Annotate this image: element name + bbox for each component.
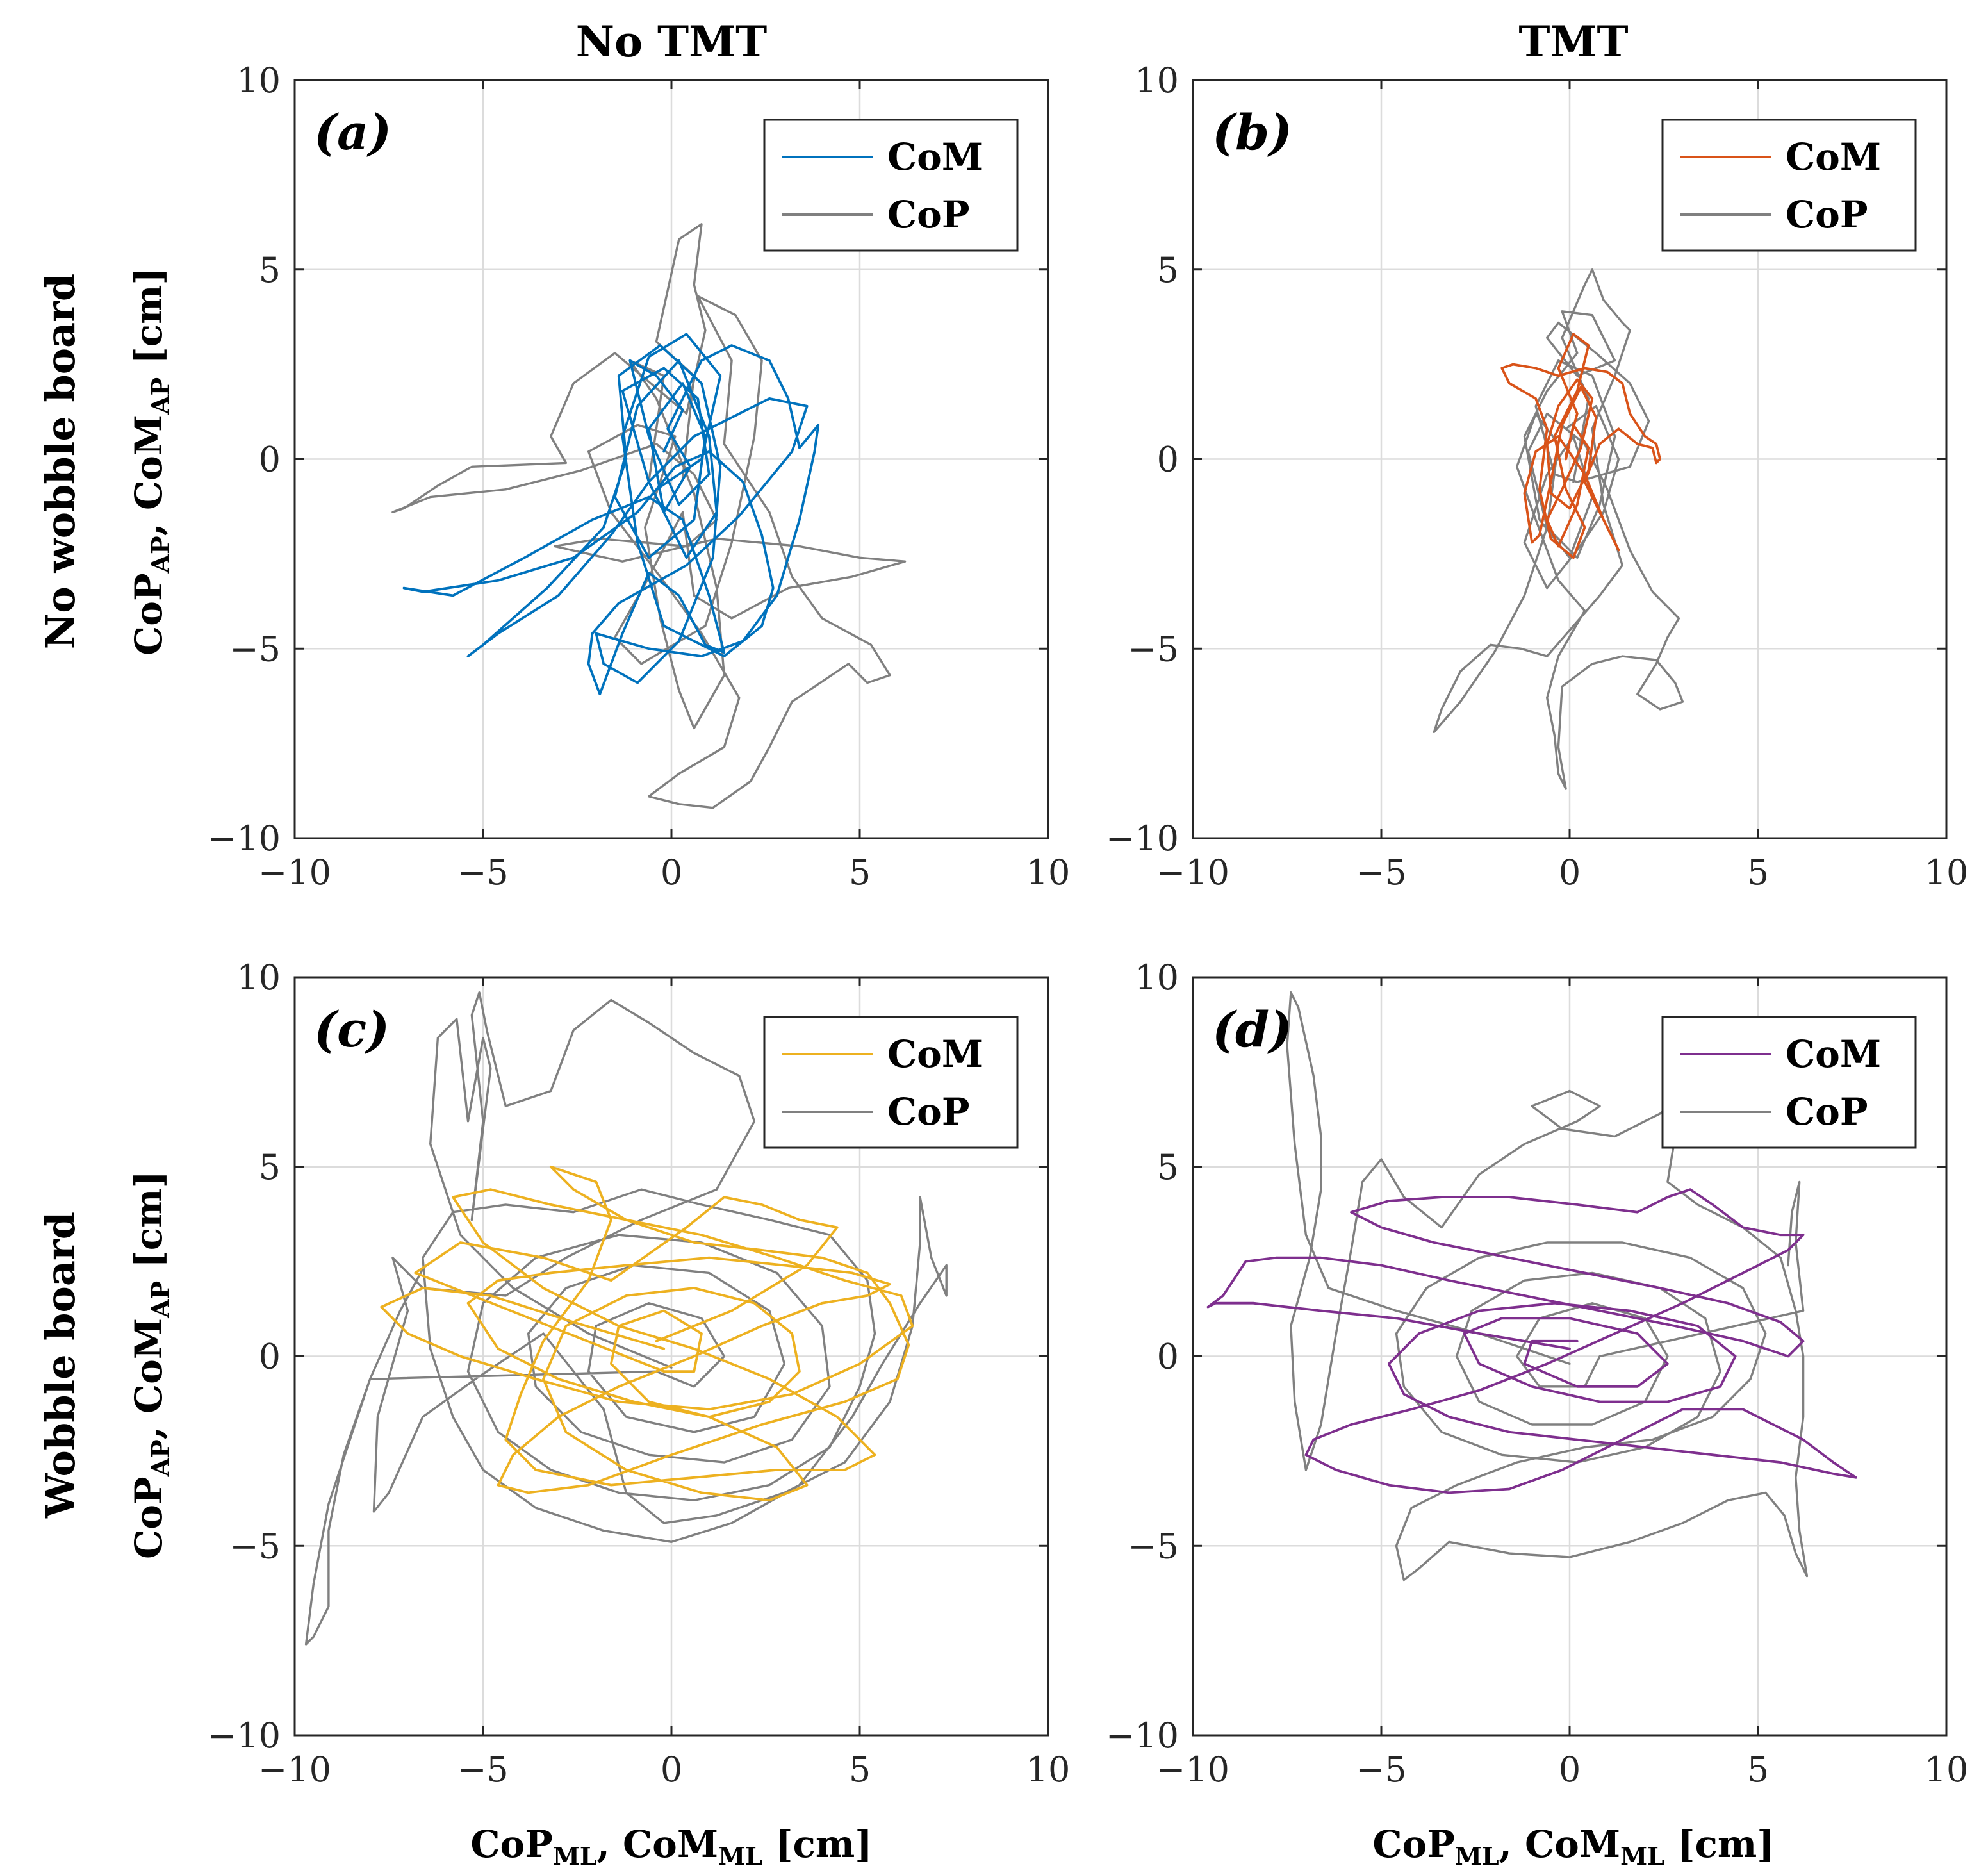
- series-line-com: [1206, 1188, 1857, 1494]
- series-line-cop: [304, 991, 948, 1646]
- x-axis-label-left: CoPML, CoMML [cm]: [470, 1822, 872, 1871]
- legend-label-com: CoM: [887, 1032, 983, 1076]
- y-axis-label-bottom: CoPAP, CoMAP [cm]: [127, 1171, 175, 1559]
- x-tick-label: 5: [849, 1749, 871, 1790]
- y-tick-label: 5: [259, 1147, 281, 1187]
- x-tick-label: 10: [1925, 852, 1969, 893]
- legend-label-com: CoM: [1786, 135, 1881, 179]
- legend-label-cop: CoP: [1786, 193, 1868, 236]
- legend: CoM CoP: [763, 1016, 1019, 1149]
- y-tick-label: −10: [208, 818, 281, 859]
- x-axis-label-right: CoPML, CoMML [cm]: [1372, 1822, 1774, 1871]
- panel-label: (b): [1212, 104, 1292, 161]
- y-tick-label: 10: [1135, 60, 1179, 101]
- panel-b: −10 −5 0 5 10 −10 −5 0 5 10 (b) CoM CoP: [1106, 60, 1968, 893]
- y-tick-label: 0: [1157, 440, 1179, 480]
- x-tick-label: 0: [1559, 1749, 1581, 1790]
- y-tick-label: 0: [1157, 1337, 1179, 1377]
- y-tick-label: −5: [229, 1526, 281, 1566]
- x-tick-label: 5: [1747, 1749, 1769, 1790]
- y-tick-label: 0: [259, 1337, 281, 1377]
- y-tick-label: 10: [236, 957, 281, 998]
- x-tick-label: 10: [1925, 1749, 1969, 1790]
- legend-label-cop: CoP: [887, 1090, 969, 1134]
- panel-label: (d): [1212, 1001, 1292, 1058]
- y-tick-label: −10: [208, 1715, 281, 1756]
- column-title-no-tmt: No TMT: [576, 17, 768, 67]
- legend-box: [1661, 119, 1917, 252]
- panel-label: (a): [314, 104, 391, 161]
- series-line-cop: [1286, 991, 1809, 1582]
- x-tick-label: −5: [457, 1749, 509, 1790]
- x-tick-label: 5: [1747, 852, 1769, 893]
- series-line-com: [380, 1165, 914, 1502]
- x-tick-label: −10: [1156, 1749, 1229, 1790]
- panel-d: −10 −5 0 5 10 −10 −5 0 5 10 (d) CoM CoP: [1106, 957, 1968, 1790]
- panel-c: −10 −5 0 5 10 −10 −5 0 5 10 (c) CoM CoP: [208, 957, 1070, 1790]
- x-tick-label: −5: [1356, 852, 1407, 893]
- y-tick-label: 10: [236, 60, 281, 101]
- x-tick-label: −10: [258, 852, 331, 893]
- y-tick-label: −10: [1106, 818, 1179, 859]
- y-tick-label: 10: [1135, 957, 1179, 998]
- legend-label-com: CoM: [887, 135, 983, 179]
- column-title-tmt: TMT: [1518, 17, 1628, 67]
- row-title-wobble-board: Wobble board: [37, 1212, 84, 1519]
- panel-label: (c): [314, 1001, 390, 1058]
- legend-label-cop: CoP: [887, 193, 969, 236]
- y-tick-label: −5: [1128, 1526, 1179, 1566]
- x-tick-label: 0: [661, 852, 682, 893]
- series-line-com: [1500, 333, 1661, 559]
- x-tick-label: 0: [1559, 852, 1581, 893]
- y-tick-label: 5: [1157, 250, 1179, 290]
- row-title-no-wobble-board: No wobble board: [37, 274, 84, 650]
- x-tick-label: 10: [1026, 852, 1071, 893]
- y-axis-label-top: CoPAP, CoMAP [cm]: [127, 267, 175, 656]
- x-tick-label: 5: [849, 852, 871, 893]
- legend-box: [1661, 1016, 1917, 1149]
- series-line-cop: [391, 223, 907, 809]
- x-tick-label: 0: [661, 1749, 682, 1790]
- series-line-com: [402, 333, 820, 696]
- x-tick-label: −5: [457, 852, 509, 893]
- legend: CoM CoP: [1661, 119, 1917, 252]
- legend: CoM CoP: [763, 119, 1019, 252]
- panel-a: −10 −5 0 5 10 −10 −5 0 5 10 (a) CoM CoP: [208, 60, 1070, 893]
- legend-label-cop: CoP: [1786, 1090, 1868, 1134]
- x-tick-label: −10: [258, 1749, 331, 1790]
- x-tick-label: −10: [1156, 852, 1229, 893]
- grid: [295, 977, 1048, 1735]
- y-tick-label: 5: [259, 250, 281, 290]
- legend: CoM CoP: [1661, 1016, 1917, 1149]
- legend-box: [763, 1016, 1019, 1149]
- y-tick-label: −10: [1106, 1715, 1179, 1756]
- x-tick-label: −5: [1356, 1749, 1407, 1790]
- y-tick-label: 5: [1157, 1147, 1179, 1187]
- legend-label-com: CoM: [1786, 1032, 1881, 1076]
- y-tick-label: 0: [259, 440, 281, 480]
- y-tick-label: −5: [229, 629, 281, 669]
- legend-box: [763, 119, 1019, 252]
- y-tick-label: −5: [1128, 629, 1179, 669]
- grid: [1193, 977, 1946, 1735]
- x-tick-label: 10: [1026, 1749, 1071, 1790]
